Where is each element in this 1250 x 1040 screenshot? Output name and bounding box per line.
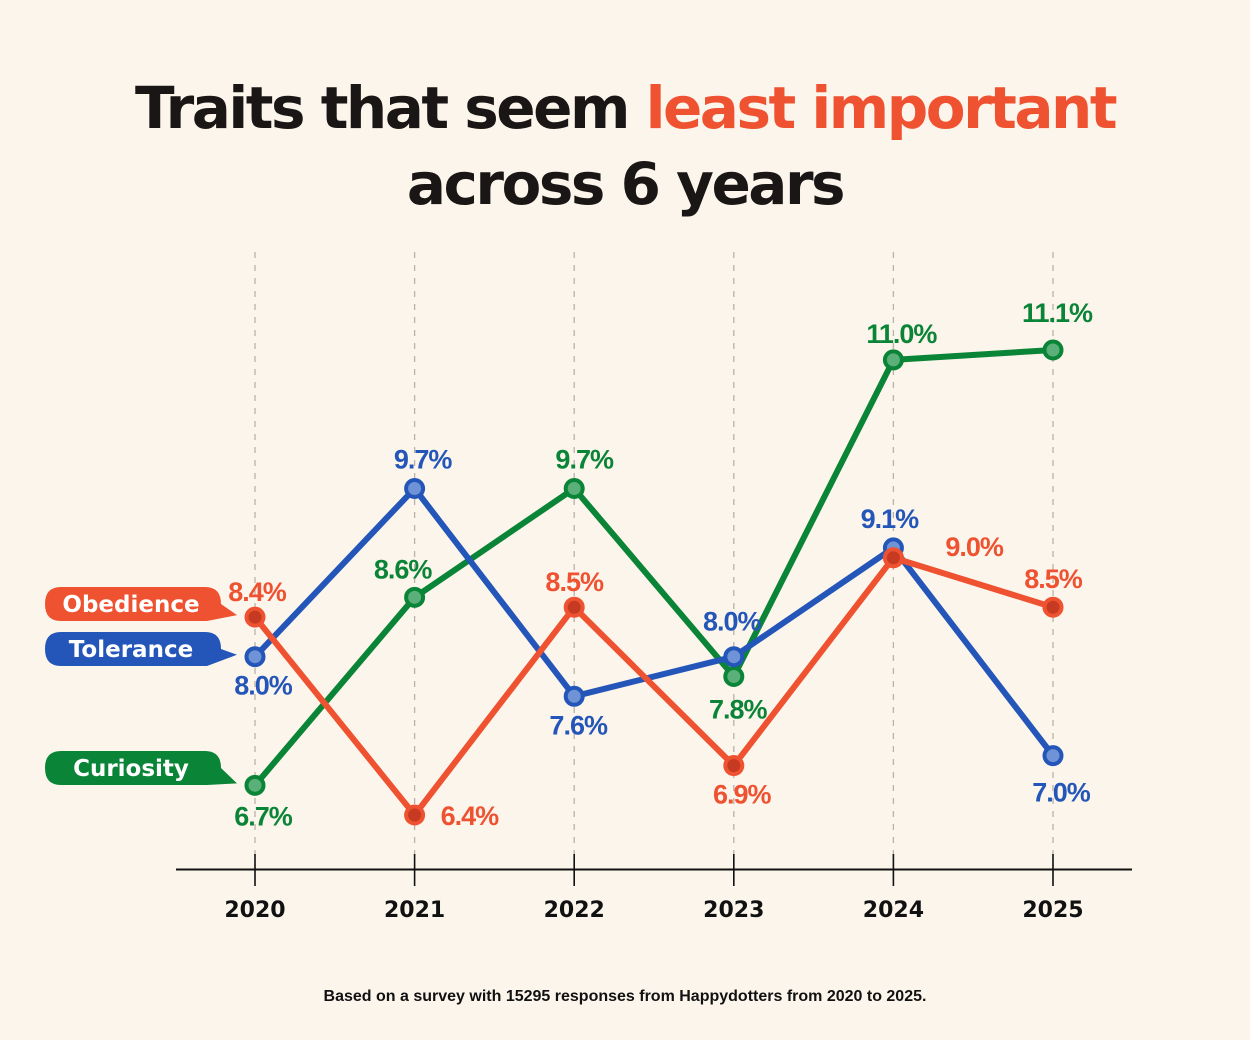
series-line-obedience xyxy=(252,554,1054,818)
data-label-tolerance-2023: 8.0% xyxy=(703,607,762,637)
data-label-tolerance-2021: 9.7% xyxy=(394,445,453,475)
data-point-obedience-2020 xyxy=(244,606,266,628)
data-label-curiosity-2022: 9.7% xyxy=(555,445,614,475)
data-label-obedience-2020: 8.4% xyxy=(228,577,287,607)
data-label-tolerance-2025: 7.0% xyxy=(1032,778,1091,808)
data-label-obedience-2025: 8.5% xyxy=(1024,564,1083,594)
data-point-tolerance-2020 xyxy=(244,646,266,668)
data-point-curiosity-2023 xyxy=(723,665,745,687)
data-label-obedience-2024: 9.0% xyxy=(945,532,1004,562)
data-point-obedience-2025 xyxy=(1042,596,1064,618)
data-point-tolerance-2025 xyxy=(1042,745,1064,767)
series-line-tolerance xyxy=(252,485,1056,758)
data-label-curiosity-2020: 6.7% xyxy=(234,801,293,831)
x-tick-label-2024: 2024 xyxy=(863,898,924,923)
data-label-obedience-2021: 6.4% xyxy=(441,801,500,831)
footnote: Based on a survey with 15295 responses f… xyxy=(323,988,927,1005)
legend-label-tolerance: Tolerance xyxy=(69,637,193,663)
data-point-curiosity-2020 xyxy=(244,774,266,796)
data-label-tolerance-2020: 8.0% xyxy=(234,671,293,701)
data-point-obedience-2024 xyxy=(882,547,904,569)
legend-tag-curiosity xyxy=(45,751,237,785)
data-point-curiosity-2025 xyxy=(1042,339,1064,361)
x-tick-label-2020: 2020 xyxy=(224,898,285,923)
data-label-curiosity-2024: 11.0% xyxy=(866,319,937,349)
data-point-curiosity-2022 xyxy=(563,478,585,500)
series-line-curiosity xyxy=(252,347,1054,788)
legend-tag-obedience xyxy=(45,587,237,621)
data-label-curiosity-2025: 11.1% xyxy=(1022,298,1093,328)
title-line-1: Traits that seem least important xyxy=(0,70,1250,146)
x-tick-label-2025: 2025 xyxy=(1022,898,1083,923)
data-label-obedience-2023: 6.9% xyxy=(713,780,772,810)
data-label-curiosity-2023: 7.8% xyxy=(709,694,768,724)
data-label-tolerance-2024: 9.1% xyxy=(861,504,920,534)
x-tick-label-2023: 2023 xyxy=(703,898,764,923)
data-point-obedience-2023 xyxy=(723,755,745,777)
title-line-2: across 6 years xyxy=(406,150,846,218)
data-point-obedience-2021 xyxy=(404,804,426,826)
chart-title: Traits that seem least important across … xyxy=(0,70,1250,222)
data-point-curiosity-2021 xyxy=(404,586,426,608)
title-prefix: Traits that seem xyxy=(134,74,646,142)
legend-tag-tolerance xyxy=(45,632,237,666)
data-point-obedience-2022 xyxy=(563,596,585,618)
legend-label-obedience: Obedience xyxy=(62,592,199,618)
title-highlight: least important xyxy=(645,74,1118,142)
data-point-curiosity-2024 xyxy=(882,349,904,371)
data-point-tolerance-2023 xyxy=(723,646,745,668)
data-label-curiosity-2021: 8.6% xyxy=(374,554,433,584)
data-point-tolerance-2021 xyxy=(404,478,426,500)
x-tick-label-2022: 2022 xyxy=(544,898,605,923)
legend-label-curiosity: Curiosity xyxy=(73,756,189,782)
data-point-tolerance-2022 xyxy=(563,685,585,707)
x-tick-label-2021: 2021 xyxy=(384,898,445,923)
data-label-tolerance-2022: 7.6% xyxy=(549,710,608,740)
data-label-obedience-2022: 8.5% xyxy=(545,567,604,597)
